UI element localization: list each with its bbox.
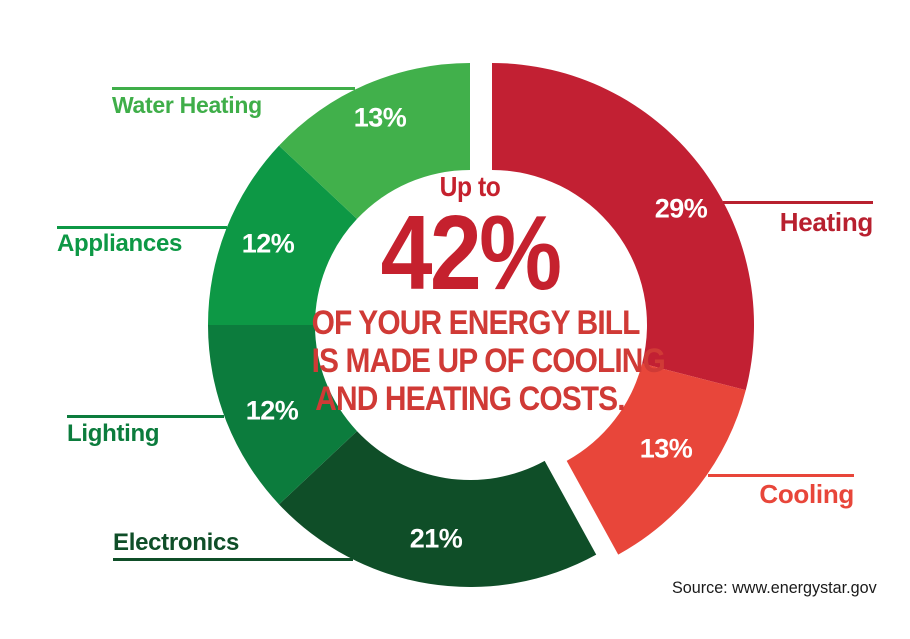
source-credit: Source: www.energystar.gov xyxy=(672,578,877,597)
value-label-electronics: 21% xyxy=(409,523,463,554)
callout-line-electronics xyxy=(113,558,353,561)
value-label-lighting: 12% xyxy=(245,395,299,426)
center-headline: Up to 42% OF YOUR ENERGY BILL IS MADE UP… xyxy=(311,171,666,419)
headline-line-3: AND HEATING COSTS. xyxy=(315,380,625,418)
label-heating: Heating xyxy=(779,207,874,237)
callout-line-lighting xyxy=(67,415,224,418)
headline-42-pct: 42% xyxy=(380,194,562,312)
segment-appliances xyxy=(208,145,358,325)
value-label-water-heating: 13% xyxy=(353,102,407,133)
headline-up-to: Up to xyxy=(439,171,501,202)
callout-line-cooling xyxy=(708,474,854,477)
label-cooling: Cooling xyxy=(759,479,854,509)
segment-cooling xyxy=(566,363,746,555)
callout-line-heating xyxy=(723,201,873,204)
segment-electronics xyxy=(279,431,597,587)
segment-water-heating xyxy=(279,63,470,219)
label-lighting: Lighting xyxy=(67,420,160,447)
segment-lighting xyxy=(208,325,358,505)
callout-line-water-heating xyxy=(112,87,355,90)
label-appliances: Appliances xyxy=(57,230,183,257)
value-label-appliances: 12% xyxy=(241,228,295,259)
headline-line-1: OF YOUR ENERGY BILL xyxy=(311,304,641,342)
headline-line-2: IS MADE UP OF COOLING xyxy=(311,342,666,380)
label-water-heating: Water Heating xyxy=(112,92,262,118)
segment-heating xyxy=(492,63,755,391)
value-label-cooling: 13% xyxy=(639,433,693,464)
callout-line-appliances xyxy=(57,226,227,229)
value-label-heating: 29% xyxy=(654,193,708,224)
label-electronics: Electronics xyxy=(113,529,240,556)
